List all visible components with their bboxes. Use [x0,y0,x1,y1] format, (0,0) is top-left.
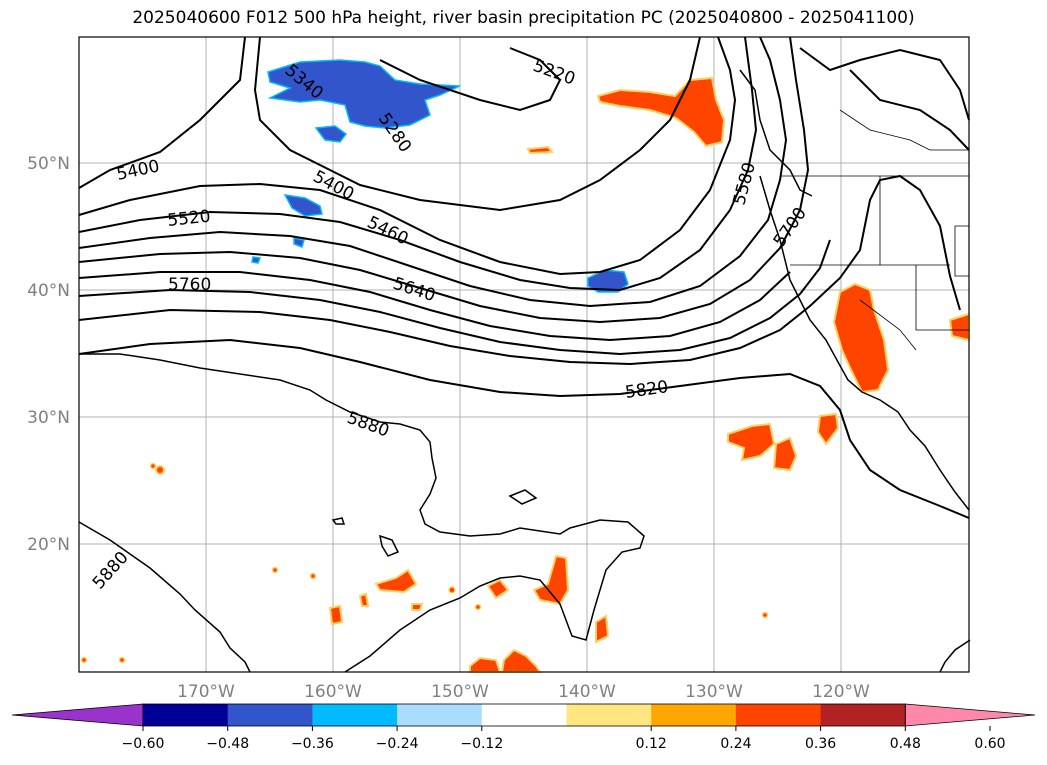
lon-label-120w: 120°W [812,682,870,702]
colorbar-frame [142,703,906,727]
colorbar-bin [820,704,906,726]
lon-label-150w: 150°W [431,682,489,702]
lat-label-20n: 20°N [27,535,70,555]
colorbar-tick-label: −0.48 [206,736,249,752]
coastlines [78,69,971,673]
lon-label-160w: 160°W [304,682,362,702]
lon-label-140w: 140°W [558,682,616,702]
colorbar-bin [397,704,483,726]
colorbar-tick-label: −0.60 [122,736,165,752]
colorbar-bin [312,704,398,726]
height-contours [78,36,970,519]
colorbar-tick-label: 0.36 [805,736,836,752]
colorbar-tick-label: 0.48 [890,736,921,752]
lon-label-130w: 130°W [685,682,743,702]
colorbar-tick-label: 0.24 [720,736,751,752]
latitude-labels: 50°N 40°N 30°N 20°N [27,154,70,555]
colorbar-bin [481,704,567,726]
colorbar-tick-label: −0.12 [460,736,503,752]
colorbar-tick-label: −0.24 [376,736,419,752]
lat-label-30n: 30°N [27,408,70,428]
colorbar: −0.60 −0.48 −0.36 −0.24 −0.12 0.12 0.24 0.36 0.4… [11,703,1036,752]
colorbar-tick-label: 0.12 [636,736,667,752]
lat-label-40n: 40°N [27,281,70,301]
lon-label-170w: 170°W [177,682,235,702]
colorbar-over-triangle [904,703,1036,727]
colorbar-under-triangle [11,703,144,727]
colorbar-bin [651,704,737,726]
colorbar-bin [735,704,822,726]
colorbar-bin [566,704,652,726]
map-background [79,37,969,672]
colorbar-bin [143,704,229,726]
lat-label-50n: 50°N [27,154,70,174]
map-title: 2025040600 F012 500 hPa height, river ba… [132,8,915,28]
positive-precip-shading [80,76,970,673]
negative-precip-shading [251,59,629,293]
colorbar-bin [227,704,313,726]
contour-label-5520: 5520 [166,207,211,231]
contour-label-5760: 5760 [168,275,211,295]
colorbar-tick-label: −0.36 [291,736,334,752]
longitude-labels: 170°W 160°W 150°W 140°W 130°W 120°W [177,682,870,702]
colorbar-tick-label: 0.60 [974,736,1005,752]
map-frame [78,36,970,673]
